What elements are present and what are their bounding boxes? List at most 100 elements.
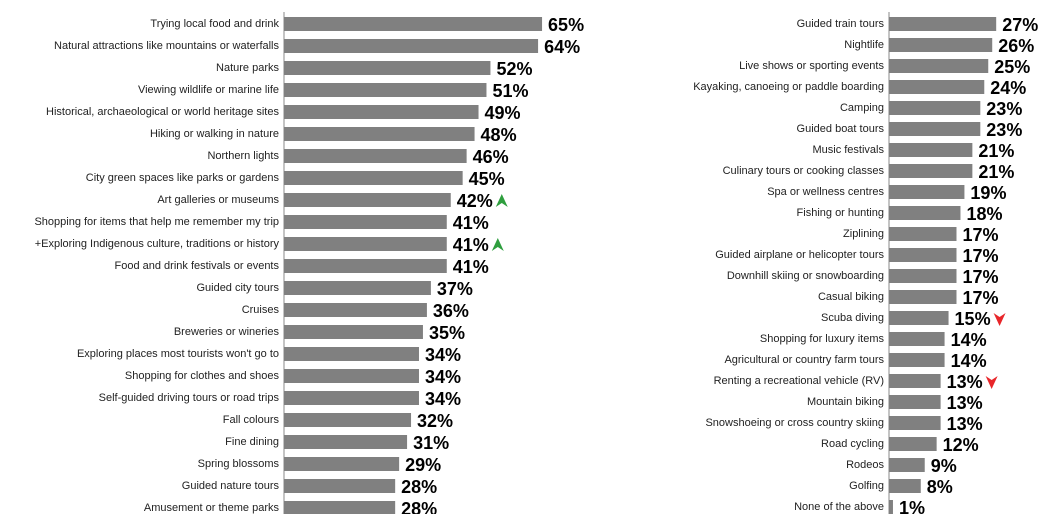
value-label: 48% <box>481 125 517 145</box>
category-label: Viewing wildlife or marine life <box>138 84 279 96</box>
value-label: 31% <box>413 433 449 453</box>
category-label: Fall colours <box>223 414 280 426</box>
bar <box>889 416 941 430</box>
category-label: Road cycling <box>821 438 884 450</box>
bar <box>889 437 937 451</box>
value-label: 37% <box>437 279 473 299</box>
category-label: Nature parks <box>216 62 279 74</box>
category-label: Rodeos <box>846 459 884 471</box>
bar <box>889 248 957 262</box>
value-label: 13% <box>947 372 983 392</box>
category-label: Fishing or hunting <box>797 207 884 219</box>
trend-arrow <box>495 194 508 207</box>
category-label: Art galleries or museums <box>157 194 279 206</box>
category-label: None of the above <box>794 501 884 513</box>
value-label: 34% <box>425 389 461 409</box>
category-label: Kayaking, canoeing or paddle boarding <box>693 81 884 93</box>
value-label: 34% <box>425 367 461 387</box>
value-label: 64% <box>544 37 580 57</box>
value-label: 41% <box>453 257 489 277</box>
bar <box>284 281 431 295</box>
value-label: 15% <box>955 309 991 329</box>
trend-arrow <box>491 238 504 251</box>
category-label: Shopping for luxury items <box>760 333 885 345</box>
category-label: Shopping for items that help me remember… <box>34 216 279 228</box>
value-label: 28% <box>401 477 437 497</box>
category-label: Exploring places most tourists won't go … <box>77 348 279 360</box>
bar <box>889 59 989 73</box>
value-label: 28% <box>401 499 437 514</box>
value-label: 8% <box>927 477 953 497</box>
bar <box>889 80 985 94</box>
bar <box>284 193 451 207</box>
bar <box>284 259 447 273</box>
category-label: Renting a recreational vehicle (RV) <box>714 375 884 387</box>
bar <box>284 61 491 75</box>
value-label: 9% <box>931 456 957 476</box>
category-label: Fine dining <box>225 436 279 448</box>
category-label: Historical, archaeological or world heri… <box>46 106 279 118</box>
bar <box>889 290 957 304</box>
value-label: 17% <box>962 267 998 287</box>
bar <box>889 269 957 283</box>
category-label: Golfing <box>849 480 884 492</box>
bar <box>284 17 543 31</box>
bar <box>284 215 447 229</box>
value-label: 41% <box>453 235 489 255</box>
value-label: 13% <box>947 414 983 434</box>
bar <box>889 227 957 241</box>
value-label: 42% <box>457 191 493 211</box>
category-label: Guided airplane or helicopter tours <box>715 249 884 261</box>
category-label: Live shows or sporting events <box>739 60 884 72</box>
category-label: Culinary tours or cooking classes <box>723 165 885 177</box>
value-label: 45% <box>469 169 505 189</box>
category-label: Spa or wellness centres <box>767 186 884 198</box>
category-label: Shopping for clothes and shoes <box>125 370 280 382</box>
category-label: +Exploring Indigenous culture, tradition… <box>35 238 280 250</box>
value-label: 27% <box>1002 15 1038 35</box>
value-label: 32% <box>417 411 453 431</box>
bar <box>889 101 981 115</box>
trend-arrow <box>993 313 1006 326</box>
bar <box>284 237 447 251</box>
bar <box>889 164 973 178</box>
category-label: Hiking or walking in nature <box>150 128 279 140</box>
category-label: Breweries or wineries <box>174 326 280 338</box>
category-label: Cruises <box>242 304 280 316</box>
value-label: 29% <box>405 455 441 475</box>
bar <box>284 413 412 427</box>
bar <box>889 143 973 157</box>
value-label: 49% <box>485 103 521 123</box>
bar <box>889 38 993 52</box>
category-label: Nightlife <box>844 39 884 51</box>
value-label: 26% <box>998 36 1034 56</box>
value-label: 25% <box>994 57 1030 77</box>
value-label: 52% <box>496 59 532 79</box>
value-label: 17% <box>962 288 998 308</box>
value-label: 21% <box>978 141 1014 161</box>
value-label: 41% <box>453 213 489 233</box>
bar <box>889 332 945 346</box>
category-label: Ziplining <box>843 228 884 240</box>
bar <box>889 122 981 136</box>
bar <box>284 171 463 185</box>
category-label: Natural attractions like mountains or wa… <box>54 40 279 52</box>
value-label: 1% <box>899 498 925 514</box>
bar <box>284 479 396 493</box>
bar <box>284 39 539 53</box>
bar <box>889 17 997 31</box>
bar <box>889 206 961 220</box>
category-label: Agricultural or country farm tours <box>724 354 884 366</box>
value-label: 35% <box>429 323 465 343</box>
bar <box>284 105 479 119</box>
value-label: 51% <box>492 81 528 101</box>
value-label: 36% <box>433 301 469 321</box>
value-label: 23% <box>986 120 1022 140</box>
bar <box>889 500 893 514</box>
category-label: Guided train tours <box>797 18 885 30</box>
bar <box>889 458 925 472</box>
bar <box>284 501 396 514</box>
bar <box>889 353 945 367</box>
bar <box>284 391 419 405</box>
